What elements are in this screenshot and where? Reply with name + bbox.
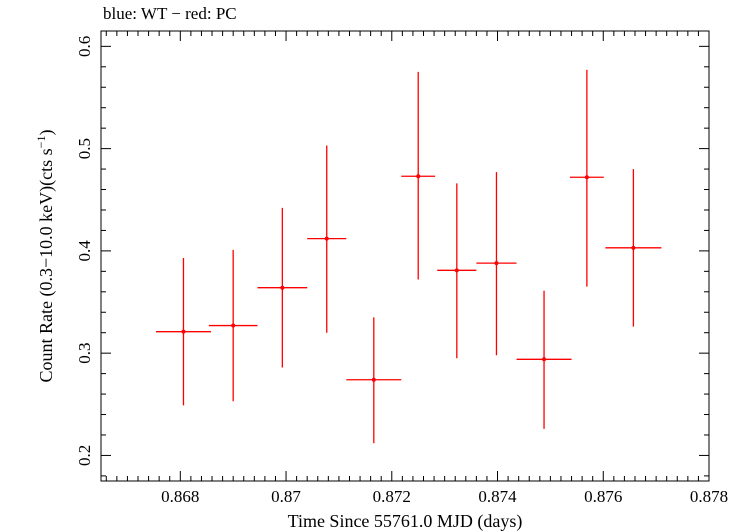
x-tick-label: 0.872: [373, 487, 411, 506]
point-marker: [280, 285, 285, 290]
x-tick-label: 0.868: [161, 487, 199, 506]
x-tick-label: 0.878: [690, 487, 728, 506]
data-point: [569, 69, 604, 287]
y-tick-label: 0.3: [75, 343, 94, 364]
y-tick-label: 0.5: [75, 138, 94, 159]
data-point: [257, 207, 308, 368]
point-marker: [631, 245, 636, 250]
y-tick-label: 0.2: [75, 445, 94, 466]
y-tick-label: 0.6: [75, 36, 94, 57]
point-marker: [181, 329, 186, 334]
data-point: [437, 183, 477, 359]
x-axis-label: Time Since 55761.0 MJD (days): [288, 511, 523, 532]
data-point: [605, 169, 662, 327]
data-point: [346, 317, 402, 444]
point-marker: [584, 175, 589, 180]
data-point: [401, 71, 436, 280]
x-tick-label: 0.874: [478, 487, 517, 506]
plot-frame: [100, 30, 710, 482]
data-point: [307, 145, 347, 333]
axis-ticks: [101, 31, 710, 481]
data-point: [208, 249, 258, 402]
point-marker: [494, 261, 499, 266]
data-point: [476, 172, 517, 356]
y-tick-label: 0.4: [75, 240, 94, 262]
x-tick-label: 0.876: [584, 487, 622, 506]
y-axis-label: Count Rate (0.3−10.0 keV)(cts s−1): [34, 130, 57, 383]
data-points: [155, 69, 662, 444]
point-marker: [454, 268, 459, 273]
point-marker: [324, 236, 329, 241]
point-marker: [371, 377, 376, 382]
point-marker: [231, 323, 236, 328]
axis-tick-labels: 0.868 0.87 0.872 0.874 0.876 0.878 0.2 0.3 0.4 0.…: [75, 36, 728, 506]
x-tick-label: 0.87: [271, 487, 301, 506]
data-point: [155, 258, 211, 406]
point-marker: [416, 174, 421, 179]
chart-title: blue: WT − red: PC: [103, 4, 237, 23]
data-point: [516, 290, 572, 429]
point-marker: [542, 357, 547, 362]
